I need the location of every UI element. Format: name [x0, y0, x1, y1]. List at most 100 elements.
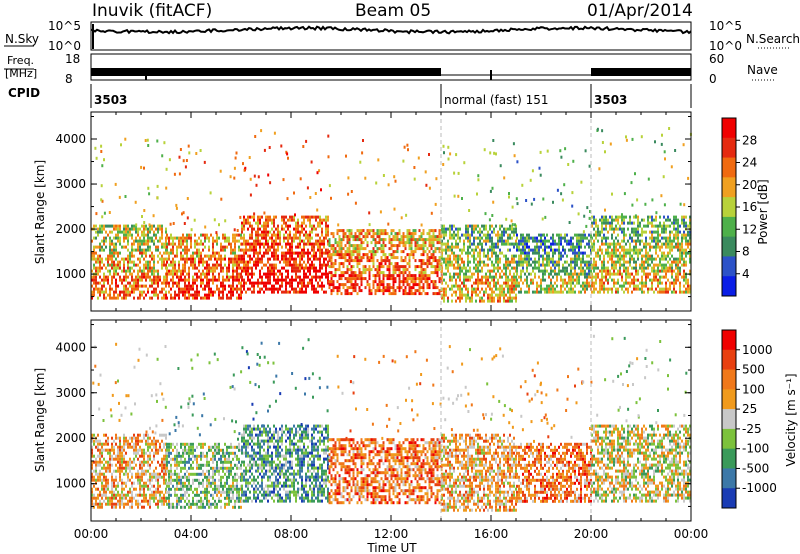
heatmap-cell [103, 499, 105, 503]
heatmap-cell [540, 233, 542, 237]
heatmap-cell [667, 242, 669, 246]
heatmap-cell [105, 433, 107, 437]
heatmap-cell [263, 254, 265, 258]
heatmap-cell [218, 272, 220, 276]
heatmap-cell [289, 233, 291, 237]
heatmap-cell [542, 239, 544, 243]
heatmap-cell [99, 463, 101, 467]
heatmap-cell [350, 283, 353, 287]
heatmap-cell [597, 224, 599, 228]
heatmap-cell [372, 247, 375, 251]
heatmap-cell [180, 287, 182, 291]
heatmap-cell [135, 281, 137, 285]
heatmap-cell [159, 227, 161, 231]
heatmap-cell [570, 275, 572, 279]
heatmap-cell [562, 263, 564, 267]
heatmap-cell [516, 281, 518, 285]
heatmap-cell [319, 254, 321, 258]
heatmap-cell [526, 269, 528, 273]
heatmap-cell [599, 290, 601, 294]
heatmap-cell [269, 269, 271, 273]
heatmap-cell [408, 256, 411, 260]
heatmap-cell [667, 239, 669, 243]
heatmap-cell [97, 493, 99, 497]
heatmap-cell [582, 257, 584, 261]
heatmap-cell [289, 251, 291, 255]
heatmap-cell [334, 274, 337, 278]
heatmap-cell [291, 248, 293, 252]
heatmap-cell [655, 230, 657, 234]
heatmap-cell [214, 263, 216, 267]
heatmap-cell [153, 281, 155, 285]
heatmap-cell [346, 229, 349, 233]
heatmap-cell [396, 238, 399, 242]
heatmap-cell [303, 254, 305, 258]
heatmap-cell [354, 256, 357, 260]
heatmap-cell [536, 266, 538, 270]
heatmap-cell [184, 257, 186, 261]
heatmap-cell [107, 275, 109, 279]
heatmap-cell [251, 257, 253, 261]
heatmap-cell [633, 248, 635, 252]
heatmap-cell [667, 260, 669, 264]
heatmap-cell [629, 284, 631, 288]
heatmap-cell [172, 236, 174, 240]
heatmap-cell [315, 254, 317, 258]
heatmap-cell [350, 244, 353, 248]
heatmap-cell [255, 239, 257, 243]
heatmap-cell [544, 257, 546, 261]
heatmap-cell [327, 278, 329, 282]
heatmap-cell [117, 224, 119, 228]
heatmap-cell [230, 296, 232, 300]
heatmap-cell [641, 284, 643, 288]
heatmap-cell [208, 239, 210, 243]
heatmap-cell [457, 233, 459, 237]
heatmap-cell [679, 260, 681, 264]
heatmap-cell [107, 257, 109, 261]
heatmap-cell [673, 290, 675, 294]
heatmap-cell [410, 250, 413, 254]
heatmap-cell [550, 266, 552, 270]
heatmap-cell [155, 245, 157, 249]
heatmap-cell [97, 296, 99, 300]
heatmap-cell [469, 224, 471, 228]
heatmap-cell [204, 260, 206, 264]
heatmap-cell [588, 245, 590, 249]
heatmap-cell [461, 287, 463, 291]
heatmap-cell [520, 260, 522, 264]
heatmap-cell [277, 242, 279, 246]
heatmap-cell [249, 233, 251, 237]
heatmap-cell [625, 242, 627, 246]
heatmap-cell [315, 227, 317, 231]
heatmap-cell [671, 275, 673, 279]
heatmap-cell [390, 292, 393, 296]
heatmap-cell [303, 245, 305, 249]
heatmap-cell [311, 242, 313, 246]
heatmap-cell [408, 232, 411, 236]
heatmap-cell [655, 211, 658, 215]
heatmap-cell [337, 223, 340, 227]
heatmap-cell [402, 265, 405, 269]
heatmap-cell [605, 278, 607, 282]
heatmap-cell [275, 266, 277, 270]
heatmap-cell [358, 238, 361, 242]
heatmap-cell [469, 299, 471, 303]
heatmap-cell [607, 269, 609, 273]
heatmap-cell [226, 245, 228, 249]
heatmap-cell [651, 284, 653, 288]
heatmap-cell [503, 287, 505, 291]
heatmap-cell [689, 230, 691, 234]
heatmap-cell [493, 266, 495, 270]
heatmap-cell [374, 241, 377, 245]
heatmap-cell [163, 257, 165, 261]
heatmap-cell [394, 232, 397, 236]
heatmap-cell [285, 215, 287, 219]
heatmap-cell [364, 253, 367, 257]
heatmap-cell [436, 247, 439, 251]
heatmap-cell [473, 236, 475, 240]
heatmap-cell [447, 260, 449, 264]
heatmap-cell [635, 251, 637, 255]
heatmap-cell [649, 245, 651, 249]
heatmap-cell [396, 286, 399, 290]
heatmap-cell [340, 277, 343, 281]
